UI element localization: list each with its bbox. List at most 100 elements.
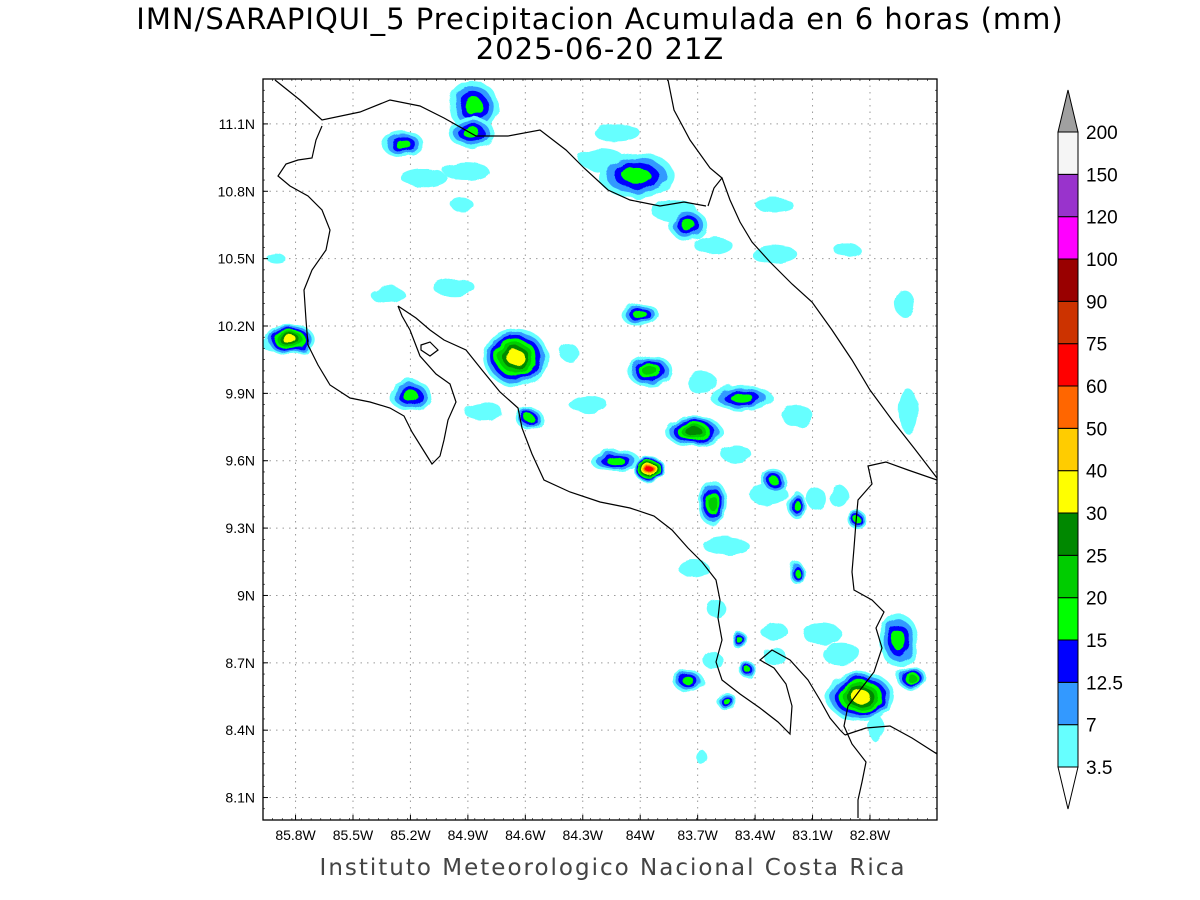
lat-tick-label: 9.9N: [225, 385, 255, 401]
colorbar-swatch: [1057, 554, 1079, 599]
colorbar-swatch: [1057, 427, 1079, 472]
precip-contour: [395, 139, 411, 150]
precip-contour: [730, 392, 753, 403]
precip-cell: [626, 355, 673, 387]
precip-light-cell: [762, 647, 786, 666]
precip-cell: [515, 406, 543, 430]
map-subtitle: 2025-06-20 21Z: [475, 32, 725, 66]
colorbar-level-label: 25: [1086, 546, 1107, 567]
precip-cell: [732, 631, 748, 650]
precip-light-cell: [400, 168, 447, 187]
colorbar-min-arrow: [1057, 766, 1079, 810]
precip-cell: [739, 660, 756, 679]
precip-light-cell: [266, 254, 286, 264]
precip-contour: [794, 568, 800, 578]
axis-labels: 85.8W 85.5W 85.2W 84.9W 84.6W 84.3W 84W 83.7W 83…: [218, 78, 938, 843]
precip-contour: [685, 426, 703, 437]
precip-light-cell: [720, 445, 752, 463]
lat-tick-label: 9N: [237, 587, 255, 603]
colorbar-swatch: [1057, 385, 1079, 429]
colorbar-level-label: 120: [1086, 208, 1118, 229]
precip-contour: [793, 500, 801, 511]
precip-cell: [697, 480, 729, 526]
colorbar-level-label: 12.5: [1086, 673, 1123, 694]
precip-light-cell: [703, 651, 723, 670]
lon-tick-label: 85.8W: [275, 827, 316, 843]
precip-contour: [722, 697, 730, 705]
colorbar-swatch: [1057, 343, 1079, 387]
coastlines: [274, 79, 937, 818]
precip-light-cell: [755, 198, 794, 212]
colorbar-swatch: [1057, 681, 1079, 726]
precip-light-cell: [829, 485, 849, 508]
precip-light-cell: [569, 395, 608, 414]
colorbar-level-label: 100: [1086, 250, 1118, 271]
colorbar-level-label: 60: [1086, 377, 1107, 398]
precip-cell: [825, 671, 895, 722]
precip-cell: [787, 492, 807, 520]
colorbar-swatch: [1057, 216, 1079, 260]
colorbar-swatch: [1057, 258, 1079, 302]
precip-light-cell: [703, 537, 750, 556]
precip-cell: [665, 415, 723, 448]
lat-tick-label: 8.4N: [225, 722, 255, 738]
precip-light-cell: [433, 278, 476, 297]
precip-contour: [606, 456, 625, 465]
precip-contour: [891, 630, 906, 651]
lon-tick-label: 85.5W: [333, 827, 374, 843]
precip-contour: [463, 127, 481, 139]
precip-light-cell: [806, 487, 826, 511]
precip-cell: [483, 328, 549, 387]
lat-tick-label: 10.8N: [218, 183, 255, 199]
precip-cell: [381, 130, 424, 158]
precip-light-cell: [707, 599, 727, 618]
precip-light-cell: [686, 370, 717, 394]
precip-light-cell: [693, 236, 733, 255]
precip-cell: [716, 692, 736, 710]
lon-tick-label: 84W: [626, 827, 656, 843]
panama-border: [843, 461, 937, 818]
precip-contour: [642, 365, 658, 376]
precip-contour: [524, 413, 535, 423]
precip-cell: [672, 669, 704, 693]
colorbar-swatch: [1057, 470, 1079, 514]
map-title: IMN/SARAPIQUI_5 Precipitacion Acumulada …: [136, 2, 1064, 36]
precip-contour: [622, 167, 651, 184]
precip-light-cell: [695, 750, 708, 764]
caribbean-coast: [721, 177, 937, 479]
precip-light-cell: [898, 388, 918, 434]
precip-light-cell: [822, 642, 861, 666]
colorbar-level-label: 200: [1086, 123, 1118, 144]
colorbar-level-label: 50: [1086, 419, 1107, 440]
colorbar-level-label: 150: [1086, 165, 1118, 186]
precip-contour: [506, 349, 525, 366]
colorbar-legend: 3.5 7 12.5 15 20 25 30 40 50 60 75 90 100 120 150 200: [1057, 89, 1123, 810]
precip-contour: [907, 674, 918, 683]
precip-contour: [769, 476, 780, 486]
colorbar-level-label: 3.5: [1086, 758, 1112, 779]
lon-tick-label: 83.4W: [735, 827, 776, 843]
precip-light-cell: [594, 123, 641, 142]
colorbar-swatch: [1057, 512, 1079, 556]
colorbar-swatch: [1057, 597, 1079, 641]
precip-contour: [851, 689, 870, 704]
precip-light-cell: [442, 162, 489, 181]
lat-tick-label: 9.6N: [225, 453, 255, 469]
precip-contour: [633, 310, 648, 319]
precip-cell: [634, 456, 666, 484]
colorbar-level-label: 90: [1086, 292, 1107, 313]
colorbar-swatch: [1057, 173, 1079, 218]
colorbar-swatch: [1057, 639, 1079, 683]
lat-tick-label: 10.5N: [218, 251, 255, 267]
lat-lon-grid: [263, 79, 937, 820]
precip-cell: [389, 379, 432, 412]
precip-cell: [598, 153, 675, 199]
lon-tick-label: 83.1W: [792, 827, 833, 843]
precip-cell: [668, 209, 708, 241]
lat-tick-label: 10.2N: [218, 318, 255, 334]
gulf-of-nicoya: [397, 305, 846, 736]
precip-contour: [681, 219, 696, 231]
precip-light-cell: [751, 245, 798, 264]
precip-cell: [448, 81, 499, 131]
precip-cell: [789, 561, 805, 585]
